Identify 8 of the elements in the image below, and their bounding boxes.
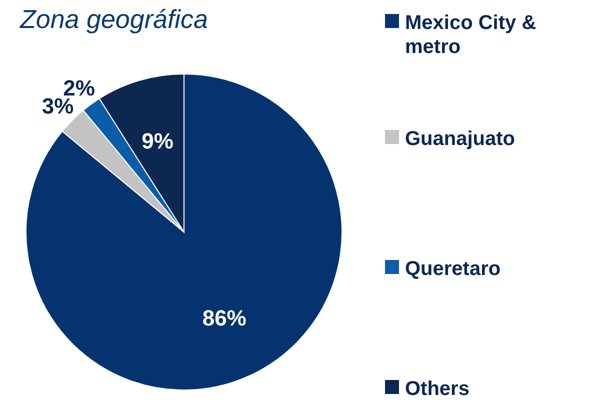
- legend-label: Mexico City & metro: [405, 12, 536, 58]
- chart-title: Zona geográfica: [19, 4, 208, 34]
- legend-label: Guanajuato: [405, 128, 516, 150]
- data-label: 9%: [142, 128, 174, 154]
- data-label: 86%: [202, 305, 246, 330]
- pie-slice: [26, 74, 342, 390]
- legend-label: Others: [405, 378, 470, 400]
- legend-label: Queretaro: [405, 258, 501, 280]
